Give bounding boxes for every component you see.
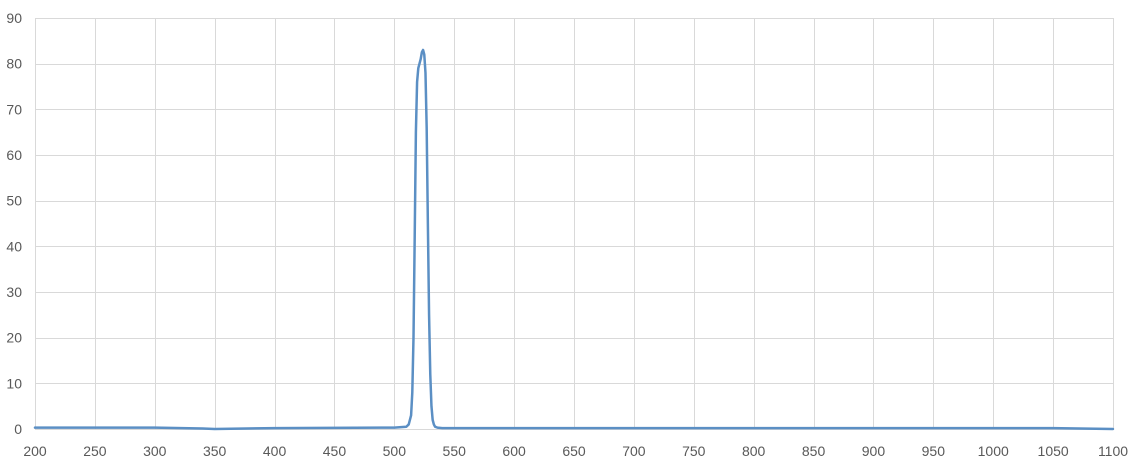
x-tick-label: 750 xyxy=(682,443,706,459)
x-tick-label: 1050 xyxy=(1038,443,1069,459)
y-tick-label: 80 xyxy=(6,56,22,72)
x-tick-label: 850 xyxy=(802,443,826,459)
x-tick-label: 400 xyxy=(263,443,287,459)
x-tick-label: 900 xyxy=(862,443,886,459)
y-tick-label: 50 xyxy=(6,193,22,209)
y-tick-label: 0 xyxy=(14,421,22,437)
x-tick-label: 500 xyxy=(383,443,407,459)
y-tick-label: 30 xyxy=(6,284,22,300)
y-tick-label: 60 xyxy=(6,147,22,163)
y-tick-label: 10 xyxy=(6,375,22,391)
x-tick-label: 350 xyxy=(203,443,227,459)
y-axis-tick-labels: 0 10 20 30 40 50 60 70 80 90 xyxy=(6,10,22,437)
y-tick-label: 20 xyxy=(6,330,22,346)
x-tick-label: 250 xyxy=(83,443,107,459)
x-tick-label: 600 xyxy=(502,443,526,459)
horizontal-gridlines xyxy=(35,18,1113,430)
y-tick-label: 40 xyxy=(6,238,22,254)
y-tick-label: 90 xyxy=(6,10,22,26)
x-tick-label: 700 xyxy=(622,443,646,459)
x-axis-tick-labels: 200 250 300 350 400 450 500 550 600 650 700 750 800 8… xyxy=(23,443,1128,459)
series-line xyxy=(33,48,1115,431)
x-tick-label: 550 xyxy=(443,443,467,459)
x-tick-label: 1100 xyxy=(1098,443,1128,459)
vertical-gridlines xyxy=(35,18,1114,429)
x-tick-label: 450 xyxy=(323,443,347,459)
x-tick-label: 200 xyxy=(23,443,47,459)
x-tick-label: 800 xyxy=(742,443,766,459)
x-tick-label: 650 xyxy=(562,443,586,459)
series-layer xyxy=(33,48,1115,431)
x-tick-label: 1000 xyxy=(978,443,1009,459)
x-tick-label: 300 xyxy=(143,443,167,459)
x-tick-label: 950 xyxy=(922,443,946,459)
y-tick-label: 70 xyxy=(6,101,22,117)
